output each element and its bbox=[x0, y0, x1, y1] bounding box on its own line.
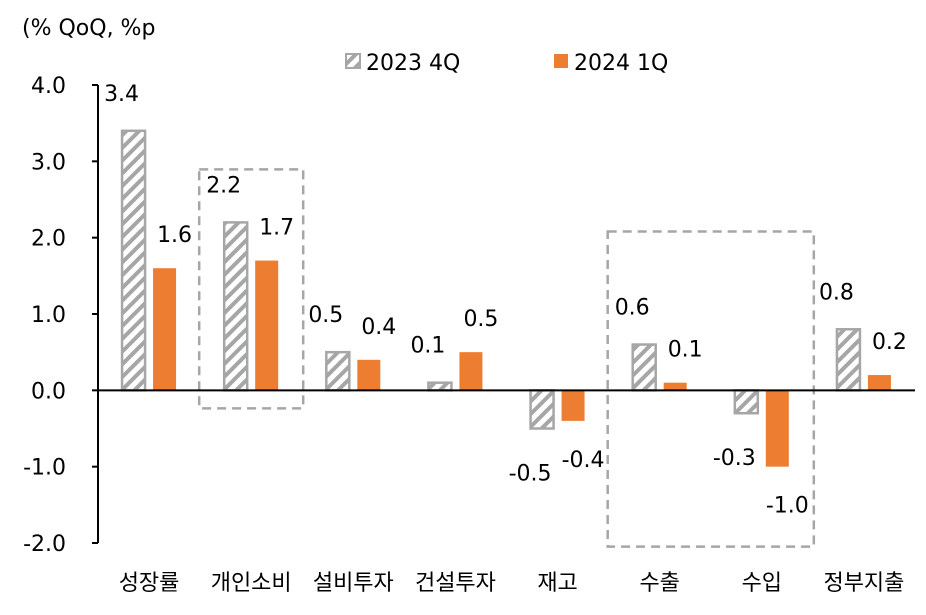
unit-label: (% QoQ, %p bbox=[22, 16, 155, 41]
bar-2023-4q bbox=[631, 343, 657, 392]
legend-swatch-2023-4q bbox=[345, 53, 361, 69]
data-label: -0.5 bbox=[509, 462, 552, 487]
data-label: 2.2 bbox=[206, 173, 241, 198]
y-tick-label: 3.0 bbox=[31, 150, 66, 175]
data-label: 0.5 bbox=[463, 307, 498, 332]
data-label: -1.0 bbox=[766, 494, 809, 519]
bar-2024-1q bbox=[255, 260, 279, 391]
bar-2024-1q bbox=[459, 352, 483, 391]
bar-2023-4q bbox=[222, 221, 249, 392]
category-label: 성장률 bbox=[119, 571, 180, 596]
category-label: 정부지출 bbox=[823, 571, 904, 596]
data-label: 0.5 bbox=[308, 303, 343, 328]
bar-2024-1q bbox=[765, 390, 789, 467]
y-tick-label: 1.0 bbox=[31, 303, 66, 328]
data-label: 0.6 bbox=[615, 296, 650, 321]
y-tick-label: -1.0 bbox=[23, 456, 66, 481]
bar-2024-1q bbox=[561, 390, 585, 421]
bar-2023-4q bbox=[120, 129, 147, 392]
category-label: 재고 bbox=[537, 571, 577, 596]
data-label: 0.4 bbox=[361, 315, 396, 340]
y-tick-label: 4.0 bbox=[31, 74, 66, 99]
bar-2024-1q bbox=[153, 268, 177, 391]
data-label: -0.4 bbox=[562, 448, 605, 473]
bar-2023-4q bbox=[325, 350, 351, 392]
y-tick-label: -2.0 bbox=[23, 532, 66, 557]
category-label: 건설투자 bbox=[415, 571, 496, 596]
category-label: 수출 bbox=[639, 571, 679, 596]
category-label: 설비투자 bbox=[313, 571, 394, 596]
bar-2024-1q bbox=[867, 375, 891, 391]
y-tick-label: 2.0 bbox=[31, 227, 66, 252]
data-label: 0.2 bbox=[872, 330, 907, 355]
bar-2024-1q bbox=[357, 359, 381, 391]
data-label: 1.6 bbox=[157, 223, 192, 248]
data-label: 1.7 bbox=[259, 216, 294, 241]
legend: 2023 4Q 2024 1Q bbox=[345, 51, 668, 76]
data-label: 0.8 bbox=[819, 280, 854, 305]
bar-2023-4q bbox=[733, 389, 760, 415]
data-label: 3.4 bbox=[104, 82, 139, 107]
bar-2023-4q bbox=[427, 381, 453, 392]
category-label: 수입 bbox=[742, 571, 782, 596]
bar-2023-4q bbox=[835, 328, 862, 392]
bar-2023-4q bbox=[529, 389, 555, 430]
legend-label-2024-1q: 2024 1Q bbox=[574, 51, 668, 76]
highlight-box bbox=[197, 168, 305, 410]
highlight-box bbox=[606, 230, 816, 548]
category-label: 개인소비 bbox=[211, 571, 292, 596]
data-label: -0.3 bbox=[713, 446, 756, 471]
data-label: 0.1 bbox=[668, 338, 703, 363]
legend-swatch-2024-1q bbox=[554, 54, 568, 68]
legend-label-2023-4q: 2023 4Q bbox=[366, 51, 460, 76]
bar-2024-1q bbox=[663, 382, 687, 391]
data-label: 0.1 bbox=[410, 334, 445, 359]
y-tick-label: 0.0 bbox=[31, 379, 66, 404]
